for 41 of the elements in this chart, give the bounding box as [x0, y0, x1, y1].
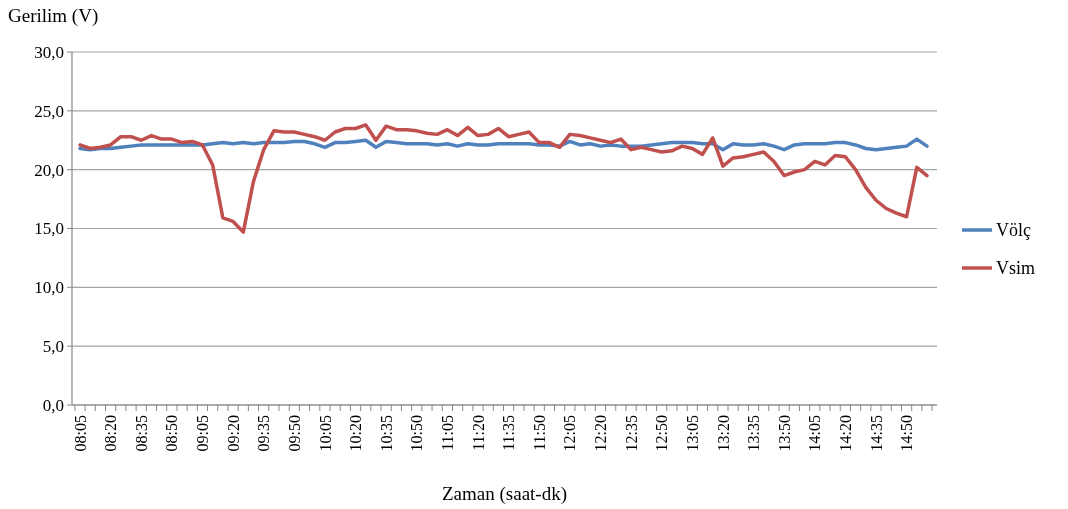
x-tick-label: 10:20 [347, 415, 365, 452]
y-tick-label: 20,0 [34, 160, 64, 180]
y-tick-label: 15,0 [34, 219, 64, 239]
x-tick-label: 08:50 [163, 415, 181, 452]
legend-label: Völç [996, 220, 1031, 241]
x-axis-title: Zaman (saat-dk) [441, 483, 568, 505]
x-tick-label: 10:50 [408, 415, 426, 452]
x-tick-label: 12:20 [592, 415, 610, 452]
x-tick-label: 11:20 [469, 415, 487, 451]
x-tick-label: 12:05 [561, 415, 579, 452]
x-tick-label: 08:35 [132, 415, 150, 452]
x-tick-label: 13:35 [745, 415, 763, 452]
line-series [78, 137, 929, 152]
x-tick-label: 11:05 [438, 415, 456, 451]
x-tick-label: 09:20 [224, 415, 242, 452]
x-tick-label: 11:50 [530, 415, 548, 451]
x-tick-label: 14:05 [806, 415, 824, 452]
x-tick-label: 13:50 [775, 415, 793, 452]
y-tick-label: 0,0 [42, 395, 64, 415]
legend-label: Vsim [996, 258, 1036, 279]
x-tick-label: 11:35 [500, 415, 518, 451]
y-tick-label: 5,0 [42, 337, 64, 357]
y-tick-label: 10,0 [34, 278, 64, 298]
x-tick-label: 09:50 [285, 415, 303, 452]
x-tick-label: 14:20 [836, 415, 854, 452]
x-tick-label: 09:35 [255, 415, 273, 452]
x-tick-label: 14:50 [898, 415, 916, 452]
x-tick-label: 12:35 [622, 415, 640, 452]
x-tick-label: 14:35 [867, 415, 885, 452]
x-tick-label: 08:05 [71, 415, 89, 452]
x-tick-label: 10:35 [377, 415, 395, 452]
x-tick-label: 10:05 [316, 415, 334, 452]
line-series [78, 123, 929, 234]
x-tick-label: 08:20 [102, 415, 120, 452]
x-tick-label: 12:50 [653, 415, 671, 452]
y-axis-title: Gerilim (V) [8, 5, 99, 27]
y-tick-label: 25,0 [34, 101, 64, 121]
x-tick-label: 13:05 [683, 415, 701, 452]
y-tick-label: 30,0 [34, 42, 64, 62]
x-tick-label: 09:05 [194, 415, 212, 452]
x-tick-label: 13:20 [714, 415, 732, 452]
